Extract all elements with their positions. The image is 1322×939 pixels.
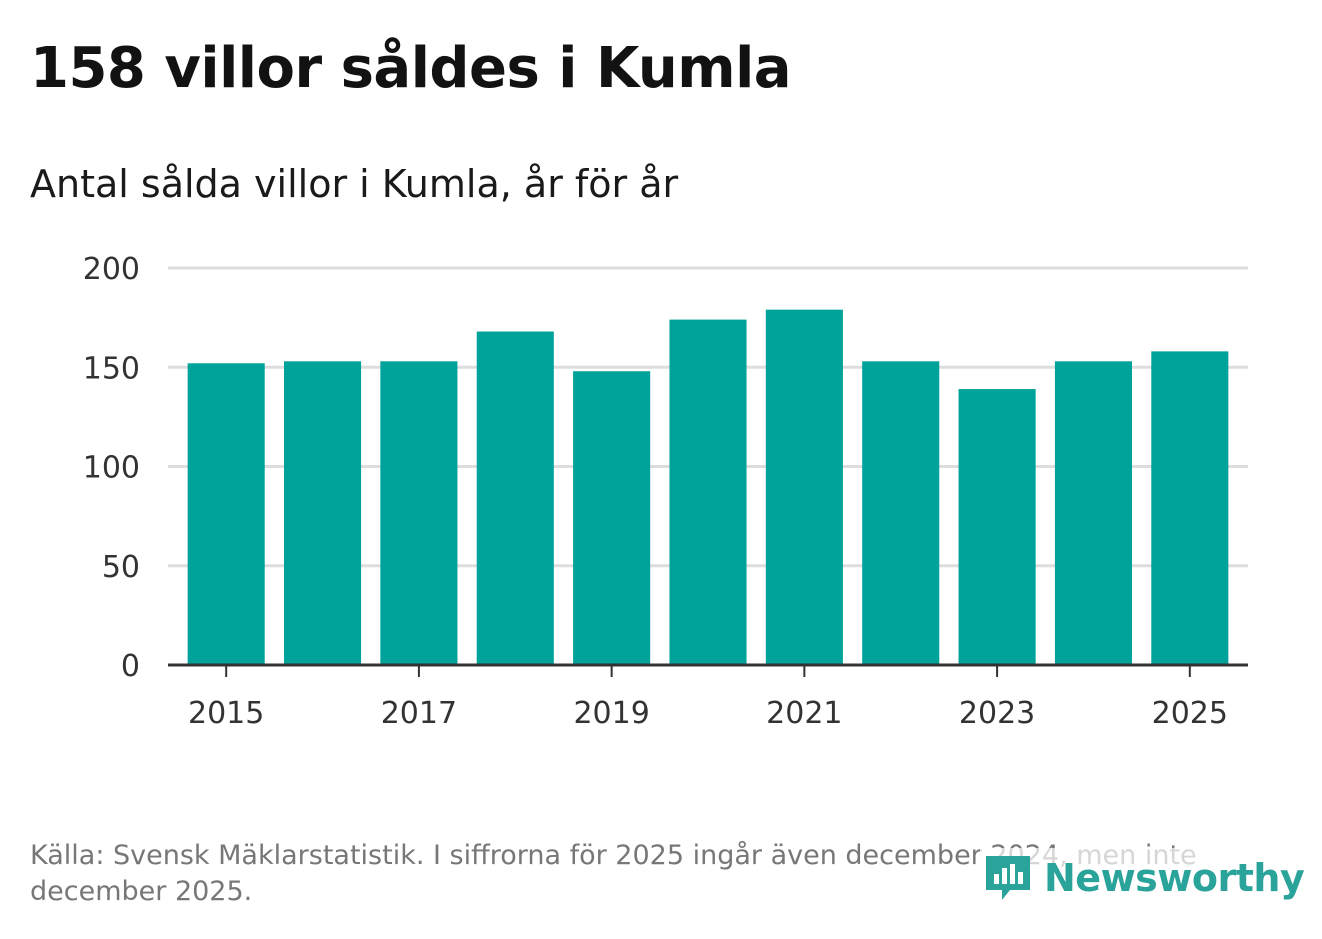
x-tick-label: 2021 xyxy=(766,696,842,731)
axes: 0 50 100 150 200 2015 2017 2019 2021 2023 2025 xyxy=(83,252,1248,731)
bar-2022 xyxy=(862,361,940,665)
bar-2024 xyxy=(1054,361,1132,665)
bar-2016 xyxy=(284,361,362,665)
bar-2015 xyxy=(187,363,265,665)
newsworthy-logo-icon xyxy=(980,848,1036,908)
x-tick-label: 2017 xyxy=(381,696,457,731)
y-tick-label: 50 xyxy=(102,550,140,585)
x-tick-label: 2015 xyxy=(188,696,264,731)
y-tick-label: 100 xyxy=(83,451,140,486)
brand-name: Newsworthy xyxy=(1044,856,1305,900)
bar-2025 xyxy=(1151,351,1229,665)
bar-2023 xyxy=(958,389,1036,665)
x-tick-label: 2023 xyxy=(959,696,1035,731)
bars xyxy=(187,309,1229,665)
bar-2018 xyxy=(476,331,554,665)
x-tick-label: 2025 xyxy=(1152,696,1228,731)
y-tick-label: 200 xyxy=(83,252,140,287)
y-tick-label: 0 xyxy=(121,649,140,684)
chart-subtitle: Antal sålda villor i Kumla, år för år xyxy=(30,162,679,206)
brand-logo: Newsworthy xyxy=(980,848,1305,908)
chart-title: 158 villor såldes i Kumla xyxy=(30,36,792,101)
bar-chart: 0 50 100 150 200 2015 2017 2019 2021 2023 2025 xyxy=(83,252,1248,731)
x-tick-label: 2019 xyxy=(573,696,649,731)
bar-2020 xyxy=(669,319,747,665)
y-tick-label: 150 xyxy=(83,351,140,386)
bar-2019 xyxy=(573,371,651,665)
bar-2021 xyxy=(765,309,843,665)
bar-2017 xyxy=(380,361,458,665)
